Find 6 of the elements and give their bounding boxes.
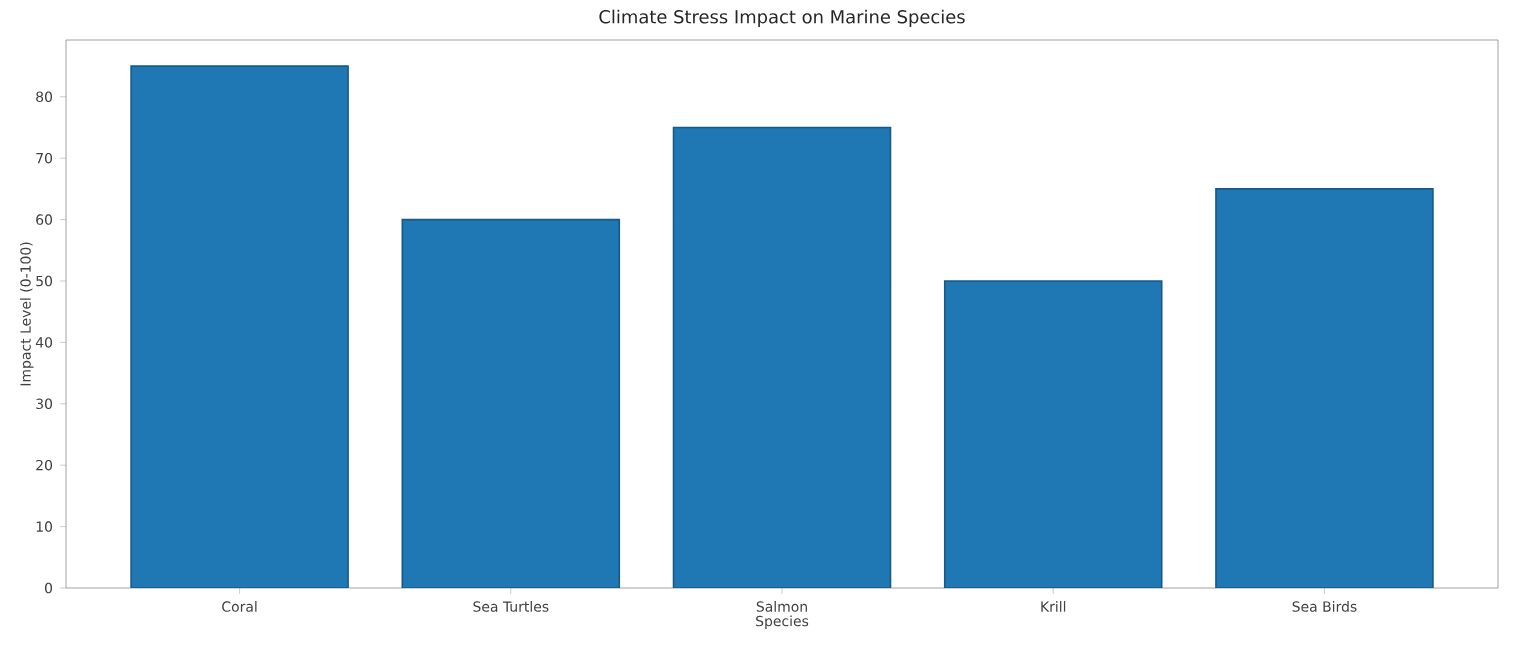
bar xyxy=(130,65,349,588)
bar xyxy=(944,280,1162,588)
bar xyxy=(672,126,892,588)
chart-title: Climate Stress Impact on Marine Species xyxy=(599,9,965,27)
bar xyxy=(1215,188,1434,588)
bar xyxy=(401,218,621,588)
